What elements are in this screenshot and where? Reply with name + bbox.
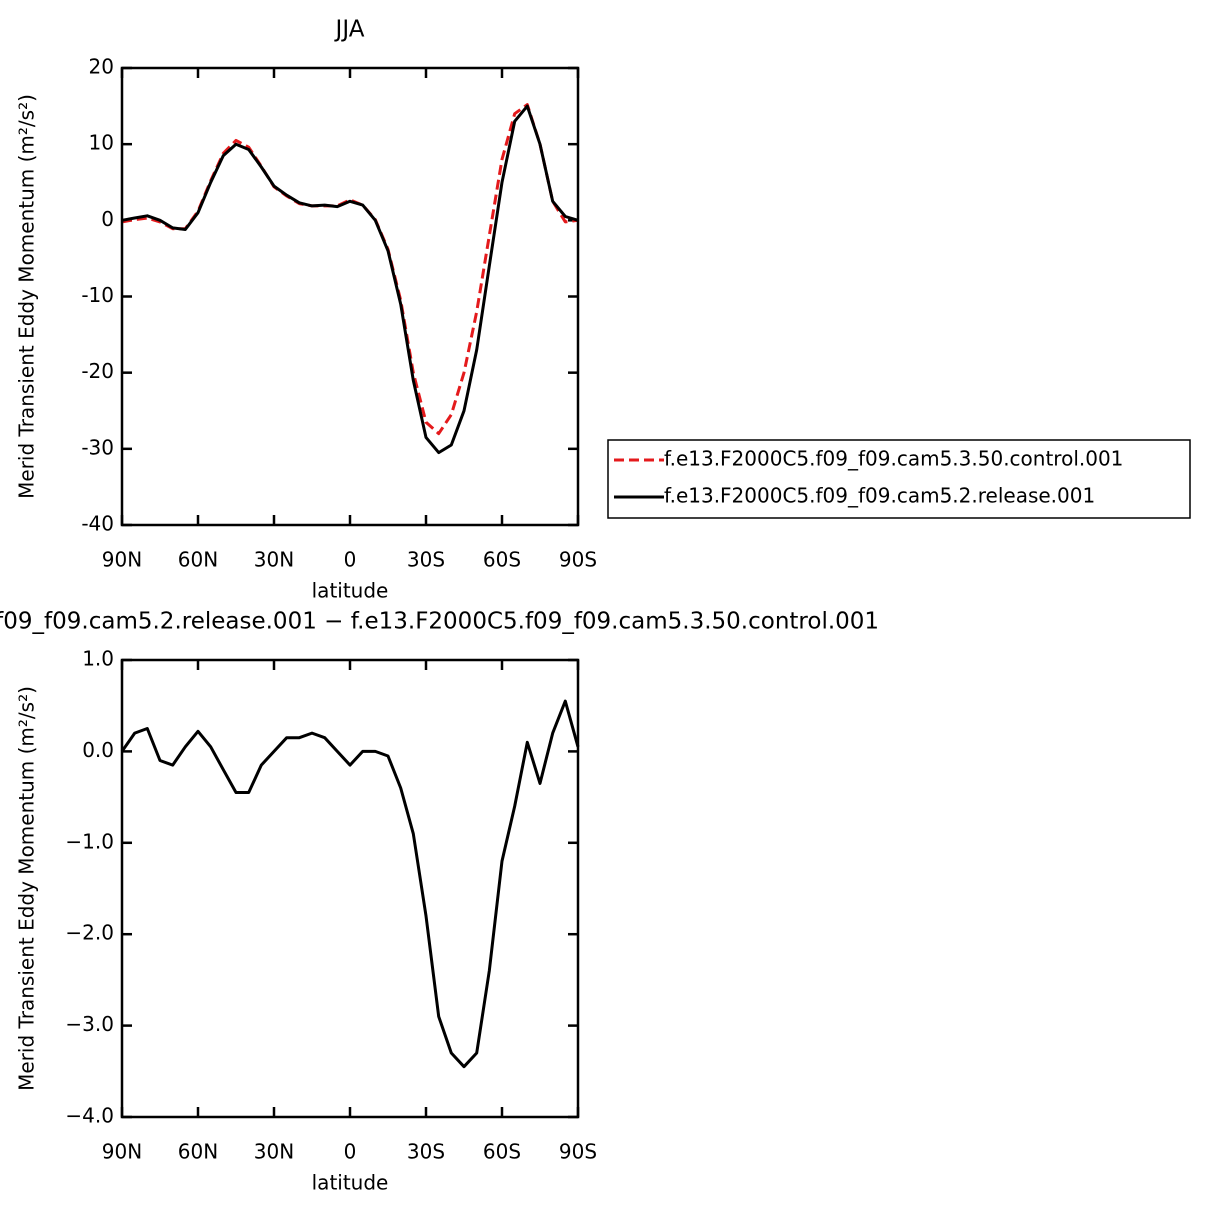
y-axis-label: Merid Transient Eddy Momentum (m²/s²) <box>15 686 39 1091</box>
plot-frame <box>120 658 580 1119</box>
x-axis-label: latitude <box>312 1171 389 1195</box>
y-tick-label: -20 <box>81 359 114 383</box>
series-line <box>121 103 579 436</box>
x-axis-label: latitude <box>312 579 389 603</box>
x-tick-label: 60S <box>483 1140 521 1164</box>
y-tick-label: −3.0 <box>65 1012 114 1036</box>
x-tick-label: 60N <box>178 1140 218 1164</box>
chart-title: f.e13.F2000C5.f09_f09.cam5.2.release.001… <box>0 609 879 635</box>
y-tick-label: 20 <box>89 55 114 79</box>
x-tick-label: 90S <box>559 1140 597 1164</box>
legend-label: f.e13.F2000C5.f09_f09.cam5.2.release.001 <box>664 484 1095 508</box>
y-axis-label: Merid Transient Eddy Momentum (m²/s²) <box>15 94 39 499</box>
x-tick-label: 90N <box>102 1140 142 1164</box>
plot-frame <box>120 66 580 527</box>
x-tick-label: 30S <box>407 1140 445 1164</box>
y-tick-label: -10 <box>81 283 114 307</box>
chart-title: JJA <box>334 17 365 43</box>
x-tick-label: 0 <box>344 1140 357 1164</box>
y-tick-label: −2.0 <box>65 921 114 945</box>
x-tick-label: 90S <box>559 548 597 572</box>
x-tick-label: 30N <box>254 548 294 572</box>
x-tick-label: 30S <box>407 548 445 572</box>
x-tick-label: 30N <box>254 1140 294 1164</box>
x-tick-label: 0 <box>344 548 357 572</box>
y-tick-label: 1.0 <box>82 647 114 671</box>
x-tick-label: 60N <box>178 548 218 572</box>
y-tick-label: −1.0 <box>65 829 114 853</box>
y-tick-label: -30 <box>81 435 114 459</box>
legend-label: f.e13.F2000C5.f09_f09.cam5.3.50.control.… <box>664 447 1123 471</box>
y-tick-label: 0 <box>101 207 114 231</box>
y-tick-label: −4.0 <box>65 1104 114 1128</box>
legend-box <box>607 439 1191 519</box>
series-line <box>120 699 580 1069</box>
x-tick-label: 90N <box>102 548 142 572</box>
series-line <box>121 104 579 455</box>
y-tick-label: 0.0 <box>82 738 114 762</box>
x-tick-label: 60S <box>483 548 521 572</box>
y-tick-label: -40 <box>81 512 114 536</box>
y-tick-label: 10 <box>89 131 114 155</box>
